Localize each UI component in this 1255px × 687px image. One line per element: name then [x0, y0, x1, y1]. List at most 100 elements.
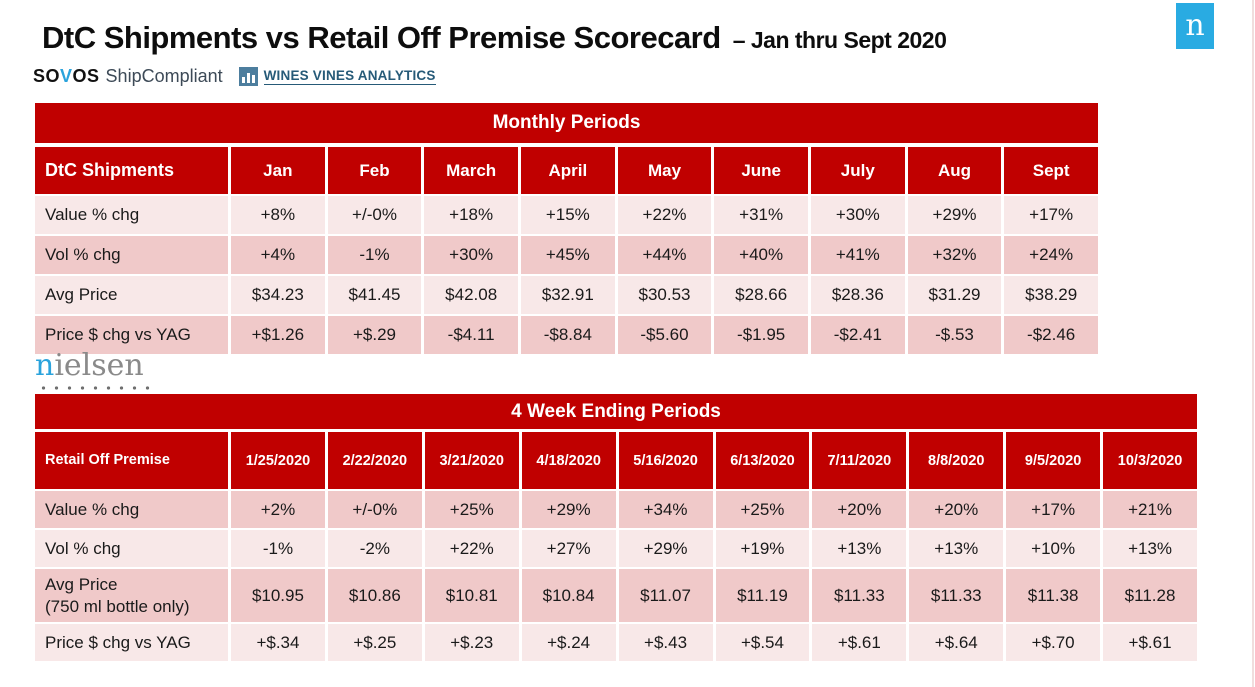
- column-header: March: [424, 147, 518, 194]
- data-cell: +40%: [714, 236, 808, 274]
- data-cell: $28.66: [714, 276, 808, 314]
- data-cell: +20%: [812, 491, 907, 528]
- data-cell: +$.24: [521, 624, 616, 661]
- data-cell: +15%: [520, 196, 615, 234]
- nielsen-badge-icon: n: [1176, 3, 1214, 49]
- data-cell: $42.08: [424, 276, 518, 314]
- data-cell: +17%: [1006, 491, 1101, 528]
- data-cell: +$.64: [909, 624, 1004, 661]
- sovos-logo-text-end: OS: [72, 66, 100, 86]
- column-header: Jan: [231, 147, 325, 194]
- data-cell: +17%: [1004, 196, 1098, 234]
- data-cell: +34%: [618, 491, 713, 528]
- data-cell: -$2.46: [1004, 316, 1098, 354]
- data-cell: $34.23: [231, 276, 325, 314]
- column-header: 5/16/2020: [618, 432, 713, 489]
- column-header: 3/21/2020: [424, 432, 519, 489]
- data-cell: +$.43: [618, 624, 713, 661]
- column-header: 4/18/2020: [521, 432, 616, 489]
- data-cell: $10.84: [521, 569, 616, 622]
- data-cell: +8%: [231, 196, 325, 234]
- data-cell: +$.23: [424, 624, 519, 661]
- data-cell: $41.45: [327, 276, 422, 314]
- data-cell: $38.29: [1004, 276, 1098, 314]
- data-cell: +2%: [231, 491, 325, 528]
- bar-chart-icon: [238, 67, 258, 86]
- data-cell: +41%: [810, 236, 905, 274]
- data-cell: +30%: [424, 236, 518, 274]
- data-cell: +$1.26: [231, 316, 325, 354]
- data-cell: +13%: [909, 530, 1004, 567]
- data-cell: +29%: [618, 530, 713, 567]
- data-cell: +32%: [907, 236, 1002, 274]
- four-week-table: Retail Off Premise 1/25/2020 2/22/2020 3…: [35, 432, 1197, 661]
- column-header: 9/5/2020: [1006, 432, 1101, 489]
- nielsen-logo: nielsen: [35, 350, 151, 390]
- nielsen-wordmark: nielsen: [35, 350, 151, 382]
- data-cell: $11.07: [618, 569, 713, 622]
- data-cell: +4%: [231, 236, 325, 274]
- column-header: 6/13/2020: [715, 432, 810, 489]
- data-cell: -$.53: [907, 316, 1002, 354]
- row-label-line1: Avg Price: [45, 575, 118, 595]
- wines-vines-analytics-logo[interactable]: WINES VINES ANALYTICS: [238, 67, 436, 86]
- data-cell: +$.70: [1006, 624, 1101, 661]
- nielsen-wordmark-n: n: [35, 348, 55, 383]
- page-title: DtC Shipments vs Retail Off Premise Scor…: [42, 20, 721, 55]
- sovos-logo: SOVOS: [33, 66, 100, 87]
- data-cell: +27%: [521, 530, 616, 567]
- data-cell: +$.61: [1103, 624, 1197, 661]
- data-cell: +10%: [1006, 530, 1101, 567]
- row-label: Value % chg: [35, 196, 228, 234]
- row-label-line2: (750 ml bottle only): [45, 596, 190, 616]
- column-header: April: [520, 147, 615, 194]
- monthly-corner-header: DtC Shipments: [35, 147, 228, 194]
- data-cell: -$2.41: [810, 316, 905, 354]
- data-cell: $10.86: [327, 569, 422, 622]
- data-cell: +29%: [907, 196, 1002, 234]
- data-cell: +31%: [714, 196, 808, 234]
- data-cell: +29%: [521, 491, 616, 528]
- four-week-periods-band: 4 Week Ending Periods: [35, 394, 1197, 429]
- data-cell: +$.34: [231, 624, 325, 661]
- row-label: Vol % chg: [35, 530, 228, 567]
- data-cell: +22%: [424, 530, 519, 567]
- row-label: Avg Price (750 ml bottle only): [35, 569, 228, 622]
- data-cell: +44%: [617, 236, 712, 274]
- four-week-corner-header: Retail Off Premise: [35, 432, 228, 489]
- logo-row: SOVOS ShipCompliant WINES VINES ANALYTIC…: [33, 66, 436, 87]
- column-header: 7/11/2020: [812, 432, 907, 489]
- data-cell: $11.38: [1006, 569, 1101, 622]
- data-cell: $11.28: [1103, 569, 1197, 622]
- data-cell: +$.54: [715, 624, 810, 661]
- monthly-periods-band: Monthly Periods: [35, 103, 1098, 143]
- column-header: 8/8/2020: [909, 432, 1004, 489]
- column-header: 10/3/2020: [1103, 432, 1197, 489]
- column-header: June: [714, 147, 808, 194]
- data-cell: $10.81: [424, 569, 519, 622]
- row-label: Value % chg: [35, 491, 228, 528]
- data-cell: +21%: [1103, 491, 1197, 528]
- title-row: DtC Shipments vs Retail Off Premise Scor…: [42, 20, 947, 56]
- data-cell: +13%: [812, 530, 907, 567]
- column-header: 1/25/2020: [231, 432, 325, 489]
- data-cell: +30%: [810, 196, 905, 234]
- data-cell: +$.29: [327, 316, 422, 354]
- data-cell: +24%: [1004, 236, 1098, 274]
- data-cell: $32.91: [520, 276, 615, 314]
- row-label: Avg Price: [35, 276, 228, 314]
- data-cell: -2%: [327, 530, 422, 567]
- data-cell: +20%: [909, 491, 1004, 528]
- column-header: May: [617, 147, 712, 194]
- nielsen-badge-letter: n: [1185, 8, 1205, 43]
- data-cell: +18%: [424, 196, 518, 234]
- nielsen-wordmark-rest: ielsen: [54, 348, 144, 383]
- data-cell: +25%: [424, 491, 519, 528]
- column-header: Sept: [1004, 147, 1098, 194]
- sovos-logo-v: V: [60, 66, 73, 86]
- data-cell: +$.61: [812, 624, 907, 661]
- data-cell: +25%: [715, 491, 810, 528]
- wines-vines-analytics-link[interactable]: WINES VINES ANALYTICS: [263, 68, 436, 85]
- row-label: Price $ chg vs YAG: [35, 624, 228, 661]
